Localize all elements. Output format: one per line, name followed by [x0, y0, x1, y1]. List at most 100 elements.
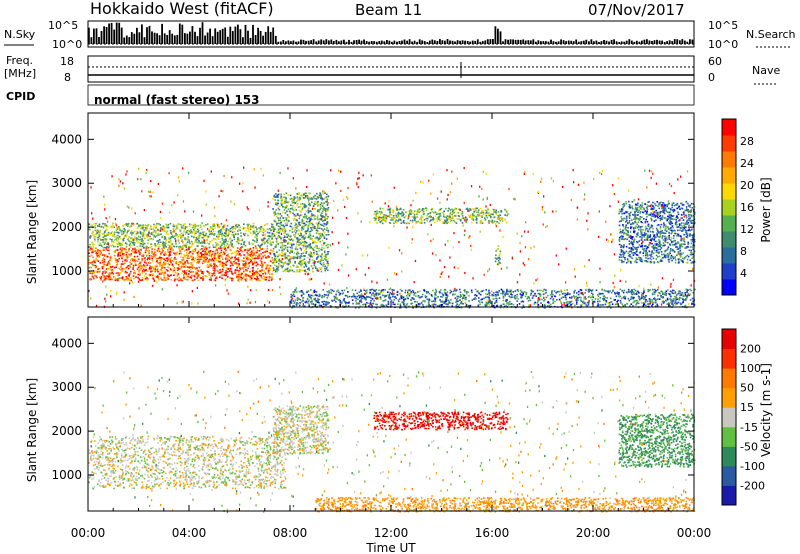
noise-bar [365, 41, 368, 44]
data-point [285, 240, 287, 242]
data-point [310, 253, 313, 256]
noise-bar [635, 40, 638, 44]
data-point [221, 239, 224, 241]
data-point [308, 234, 311, 236]
data-point [485, 212, 488, 214]
data-point [268, 279, 270, 282]
data-point [248, 230, 250, 233]
data-point [99, 229, 102, 232]
data-point [455, 305, 457, 307]
noise-bar [206, 32, 209, 44]
data-point [312, 196, 315, 198]
data-point [151, 266, 154, 269]
data-point [122, 230, 125, 233]
data-point [496, 258, 498, 260]
data-point [447, 218, 450, 220]
data-point [195, 232, 197, 235]
data-point [174, 254, 177, 256]
data-point [152, 269, 154, 271]
data-point [246, 223, 249, 226]
data-point [162, 242, 164, 245]
data-point [274, 211, 277, 214]
data-point [316, 210, 319, 213]
data-point [305, 223, 307, 226]
data-point [106, 243, 108, 245]
data-point [456, 289, 458, 291]
data-point [247, 258, 249, 261]
data-point [137, 267, 139, 270]
data-point [180, 237, 182, 239]
data-point [320, 270, 323, 273]
data-point [135, 238, 138, 241]
data-point [326, 204, 329, 207]
data-point [92, 246, 95, 249]
data-point [237, 239, 239, 241]
data-point [130, 270, 132, 273]
data-point [402, 213, 405, 216]
data-point [316, 258, 318, 260]
data-point [495, 211, 497, 214]
data-point [309, 251, 311, 253]
data-point [303, 193, 305, 196]
data-point [118, 252, 120, 254]
data-point [419, 303, 421, 305]
noise-bar [322, 40, 325, 44]
data-point [151, 257, 153, 260]
data-point [672, 304, 674, 306]
data-point [139, 262, 141, 265]
data-point [206, 235, 209, 238]
noise-bar [391, 41, 393, 44]
data-point [415, 295, 417, 297]
data-point [191, 256, 194, 259]
data-point [213, 224, 216, 226]
data-point [91, 232, 93, 235]
data-point [135, 276, 137, 278]
data-point [92, 232, 94, 234]
noise-bar [691, 39, 694, 44]
data-point [266, 239, 269, 242]
data-point [577, 293, 580, 296]
noise-scale-bottom-left: 10^0 [52, 38, 82, 51]
data-point [206, 248, 208, 250]
data-point [387, 208, 390, 211]
data-point [215, 259, 218, 262]
data-point [584, 296, 586, 298]
data-point [465, 292, 468, 295]
data-point [269, 228, 271, 230]
data-point [158, 238, 161, 241]
data-point [128, 244, 131, 246]
data-point [494, 260, 497, 263]
data-point [326, 222, 328, 225]
data-point [152, 277, 154, 280]
data-point [310, 198, 312, 200]
data-point [188, 246, 190, 249]
data-point [166, 226, 168, 229]
data-point [449, 218, 451, 221]
data-point [165, 240, 167, 242]
data-point [272, 247, 275, 250]
data-point [224, 272, 227, 274]
power-scatter [88, 166, 696, 310]
data-point [95, 259, 97, 261]
data-point [309, 218, 312, 220]
data-point [295, 219, 298, 221]
data-point [318, 221, 321, 223]
noise-panel: N.Sky 10^5 10^0 10^5 10^0 N.Search [4, 19, 796, 51]
data-point [197, 275, 199, 277]
data-point [234, 268, 237, 271]
data-point [273, 214, 276, 217]
data-point [276, 222, 278, 225]
data-point [126, 233, 128, 235]
noise-bar [360, 40, 363, 44]
data-point [212, 273, 214, 275]
data-point [255, 226, 257, 229]
data-point [208, 230, 211, 233]
data-point [156, 243, 159, 245]
data-point [123, 279, 126, 282]
data-point [138, 224, 140, 227]
data-point [568, 300, 570, 303]
data-point [223, 241, 225, 244]
data-point [431, 210, 434, 213]
data-point [300, 229, 303, 231]
data-point [238, 270, 240, 272]
